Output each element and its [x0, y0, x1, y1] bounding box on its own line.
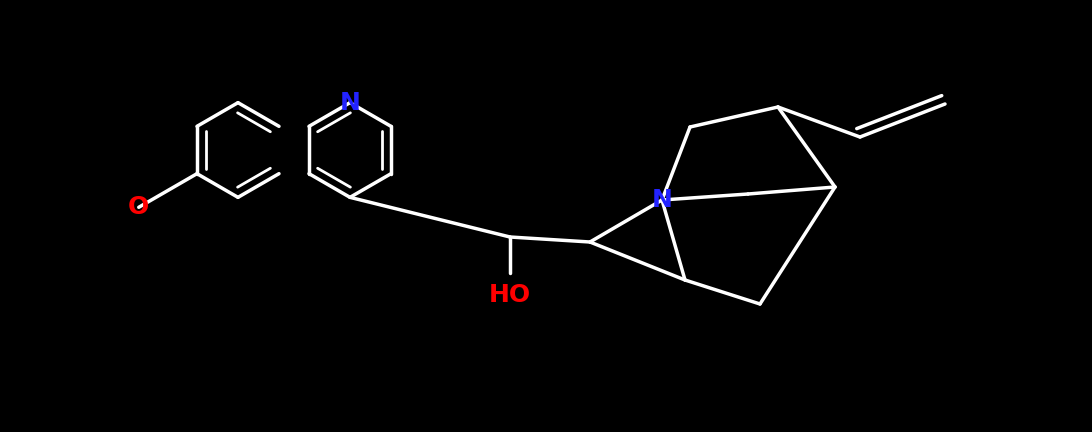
Text: N: N: [652, 188, 673, 212]
Text: N: N: [340, 91, 360, 114]
Text: O: O: [128, 195, 150, 219]
Text: HO: HO: [489, 283, 531, 307]
